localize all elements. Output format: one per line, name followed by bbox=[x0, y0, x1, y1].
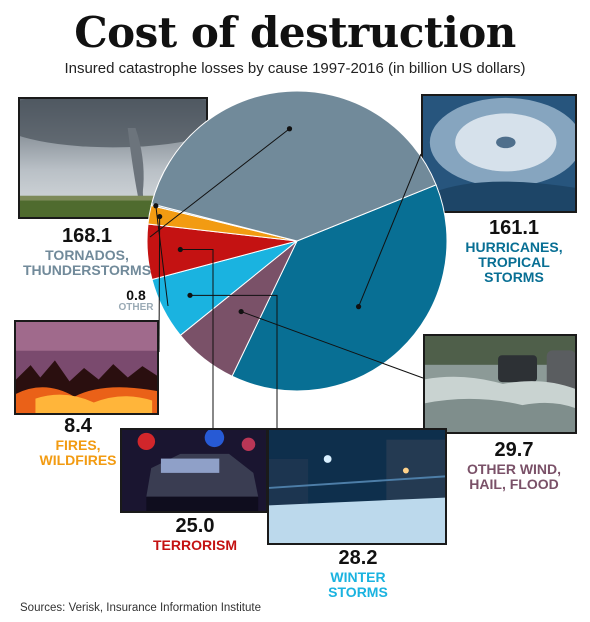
category-label-other: OTHER bbox=[118, 302, 154, 314]
leader-line-tornados bbox=[149, 128, 290, 238]
leader-dot-tornados bbox=[286, 126, 293, 132]
category-label-winter-line1: WINTER bbox=[330, 568, 386, 585]
value-label-terrorism: 25.0 bbox=[175, 515, 215, 537]
value-label-fires: 8.4 bbox=[64, 415, 92, 437]
value-label-other-wind: 29.7 bbox=[494, 439, 534, 461]
leader-line-other_wind bbox=[240, 311, 424, 379]
leader-dot-other_wind bbox=[238, 308, 244, 315]
leader-line-other bbox=[155, 205, 169, 307]
value-label-other: 0.8 bbox=[126, 287, 146, 303]
hurricane-photo bbox=[421, 94, 577, 213]
flood-photo bbox=[423, 334, 577, 434]
winter-storm-photo bbox=[267, 428, 447, 545]
pie-slices bbox=[146, 90, 448, 392]
leader-lines bbox=[149, 126, 424, 428]
leader-dot-other bbox=[153, 203, 159, 209]
category-label-fires-line1: FIRES, bbox=[55, 436, 101, 453]
label-hurricanes: 161.1 HURRICANES, TROPICAL STORMS bbox=[449, 217, 579, 285]
category-label-hurricanes-line2: TROPICAL bbox=[478, 253, 550, 270]
wildfire-photo bbox=[14, 320, 159, 415]
value-label-winter: 28.2 bbox=[338, 547, 378, 569]
value-label-hurricanes: 161.1 bbox=[488, 217, 540, 239]
category-label-winter-line2: STORMS bbox=[328, 583, 388, 600]
leader-line-fires bbox=[158, 216, 161, 353]
label-tornados: 168.1 TORNADOS, THUNDERSTORMS bbox=[22, 225, 152, 278]
label-winter: 28.2 WINTER STORMS bbox=[306, 547, 410, 600]
label-terrorism: 25.0 TERRORISM bbox=[132, 515, 258, 553]
leader-line-hurricanes bbox=[358, 153, 422, 307]
category-label-other-wind-line1: OTHER WIND, bbox=[466, 460, 562, 477]
label-other-wind: 29.7 OTHER WIND, HAIL, FLOOD bbox=[448, 439, 580, 492]
pie-slice-tornados bbox=[151, 90, 437, 242]
page-subtitle: Insured catastrophe losses by cause 1997… bbox=[64, 60, 526, 77]
leader-dot-hurricanes bbox=[355, 304, 362, 310]
label-other: 0.8 OTHER bbox=[104, 287, 168, 314]
leader-line-winter bbox=[189, 294, 278, 428]
category-label-hurricanes-line3: STORMS bbox=[484, 268, 544, 285]
category-label-other-wind-line2: HAIL, FLOOD bbox=[469, 475, 559, 492]
category-label-terrorism: TERRORISM bbox=[153, 536, 237, 553]
leader-dot-terrorism bbox=[177, 246, 183, 253]
leader-dot-fires bbox=[157, 213, 163, 220]
category-label-tornados-line2: THUNDERSTORMS bbox=[22, 261, 152, 278]
source-note: Sources: Verisk, Insurance Information I… bbox=[20, 602, 261, 614]
leader-dot-winter bbox=[187, 292, 193, 298]
police-car-photo bbox=[120, 428, 268, 513]
category-label-tornados-line1: TORNADOS, bbox=[45, 246, 129, 263]
category-label-hurricanes-line1: HURRICANES, bbox=[465, 238, 563, 255]
leader-line-terrorism bbox=[180, 249, 214, 428]
label-fires: 8.4 FIRES, WILDFIRES bbox=[30, 415, 126, 468]
value-label-tornados: 168.1 bbox=[61, 225, 113, 247]
page-title: Cost of destruction bbox=[74, 8, 516, 57]
category-label-fires-line2: WILDFIRES bbox=[39, 451, 117, 468]
